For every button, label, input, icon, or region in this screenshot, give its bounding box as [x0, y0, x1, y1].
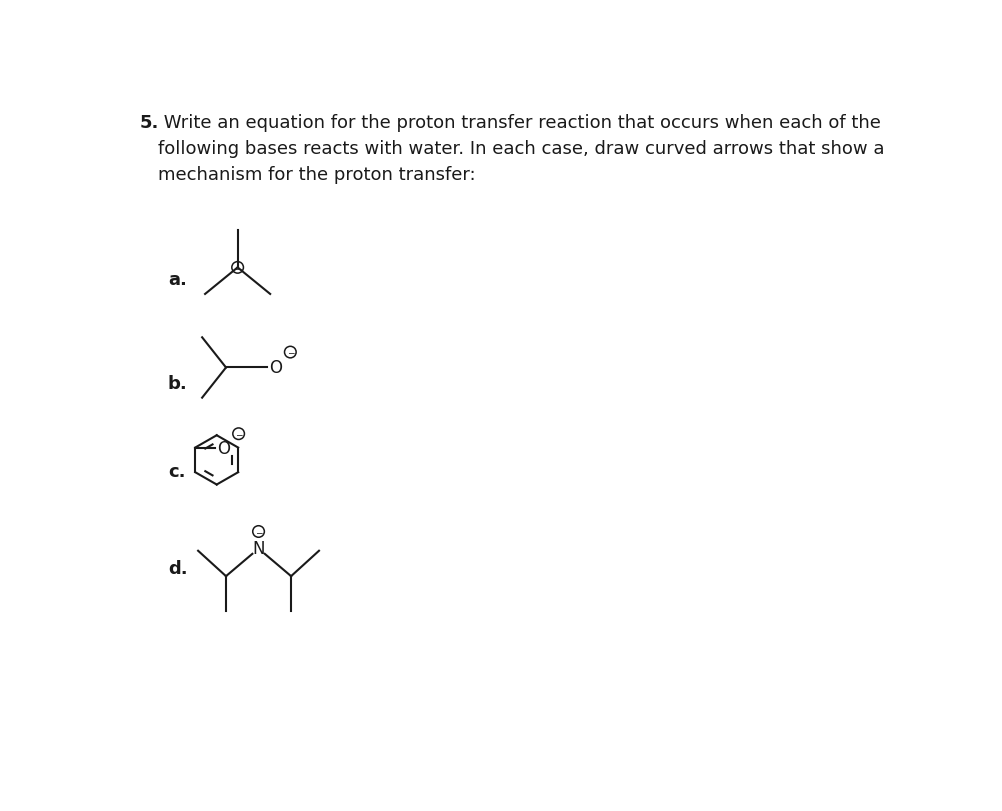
Text: b.: b.: [168, 375, 187, 393]
Text: Write an equation for the proton transfer reaction that occurs when each of the
: Write an equation for the proton transfe…: [157, 114, 885, 183]
Text: −: −: [255, 527, 263, 536]
Text: a.: a.: [168, 271, 186, 289]
Text: c.: c.: [168, 463, 185, 481]
Text: N: N: [253, 540, 265, 558]
Text: d.: d.: [168, 559, 187, 577]
Text: 5.: 5.: [139, 114, 158, 132]
Text: −: −: [287, 348, 294, 357]
Text: O: O: [216, 439, 229, 457]
Text: O: O: [269, 359, 282, 377]
Text: −: −: [233, 264, 241, 272]
Text: −: −: [234, 430, 242, 439]
